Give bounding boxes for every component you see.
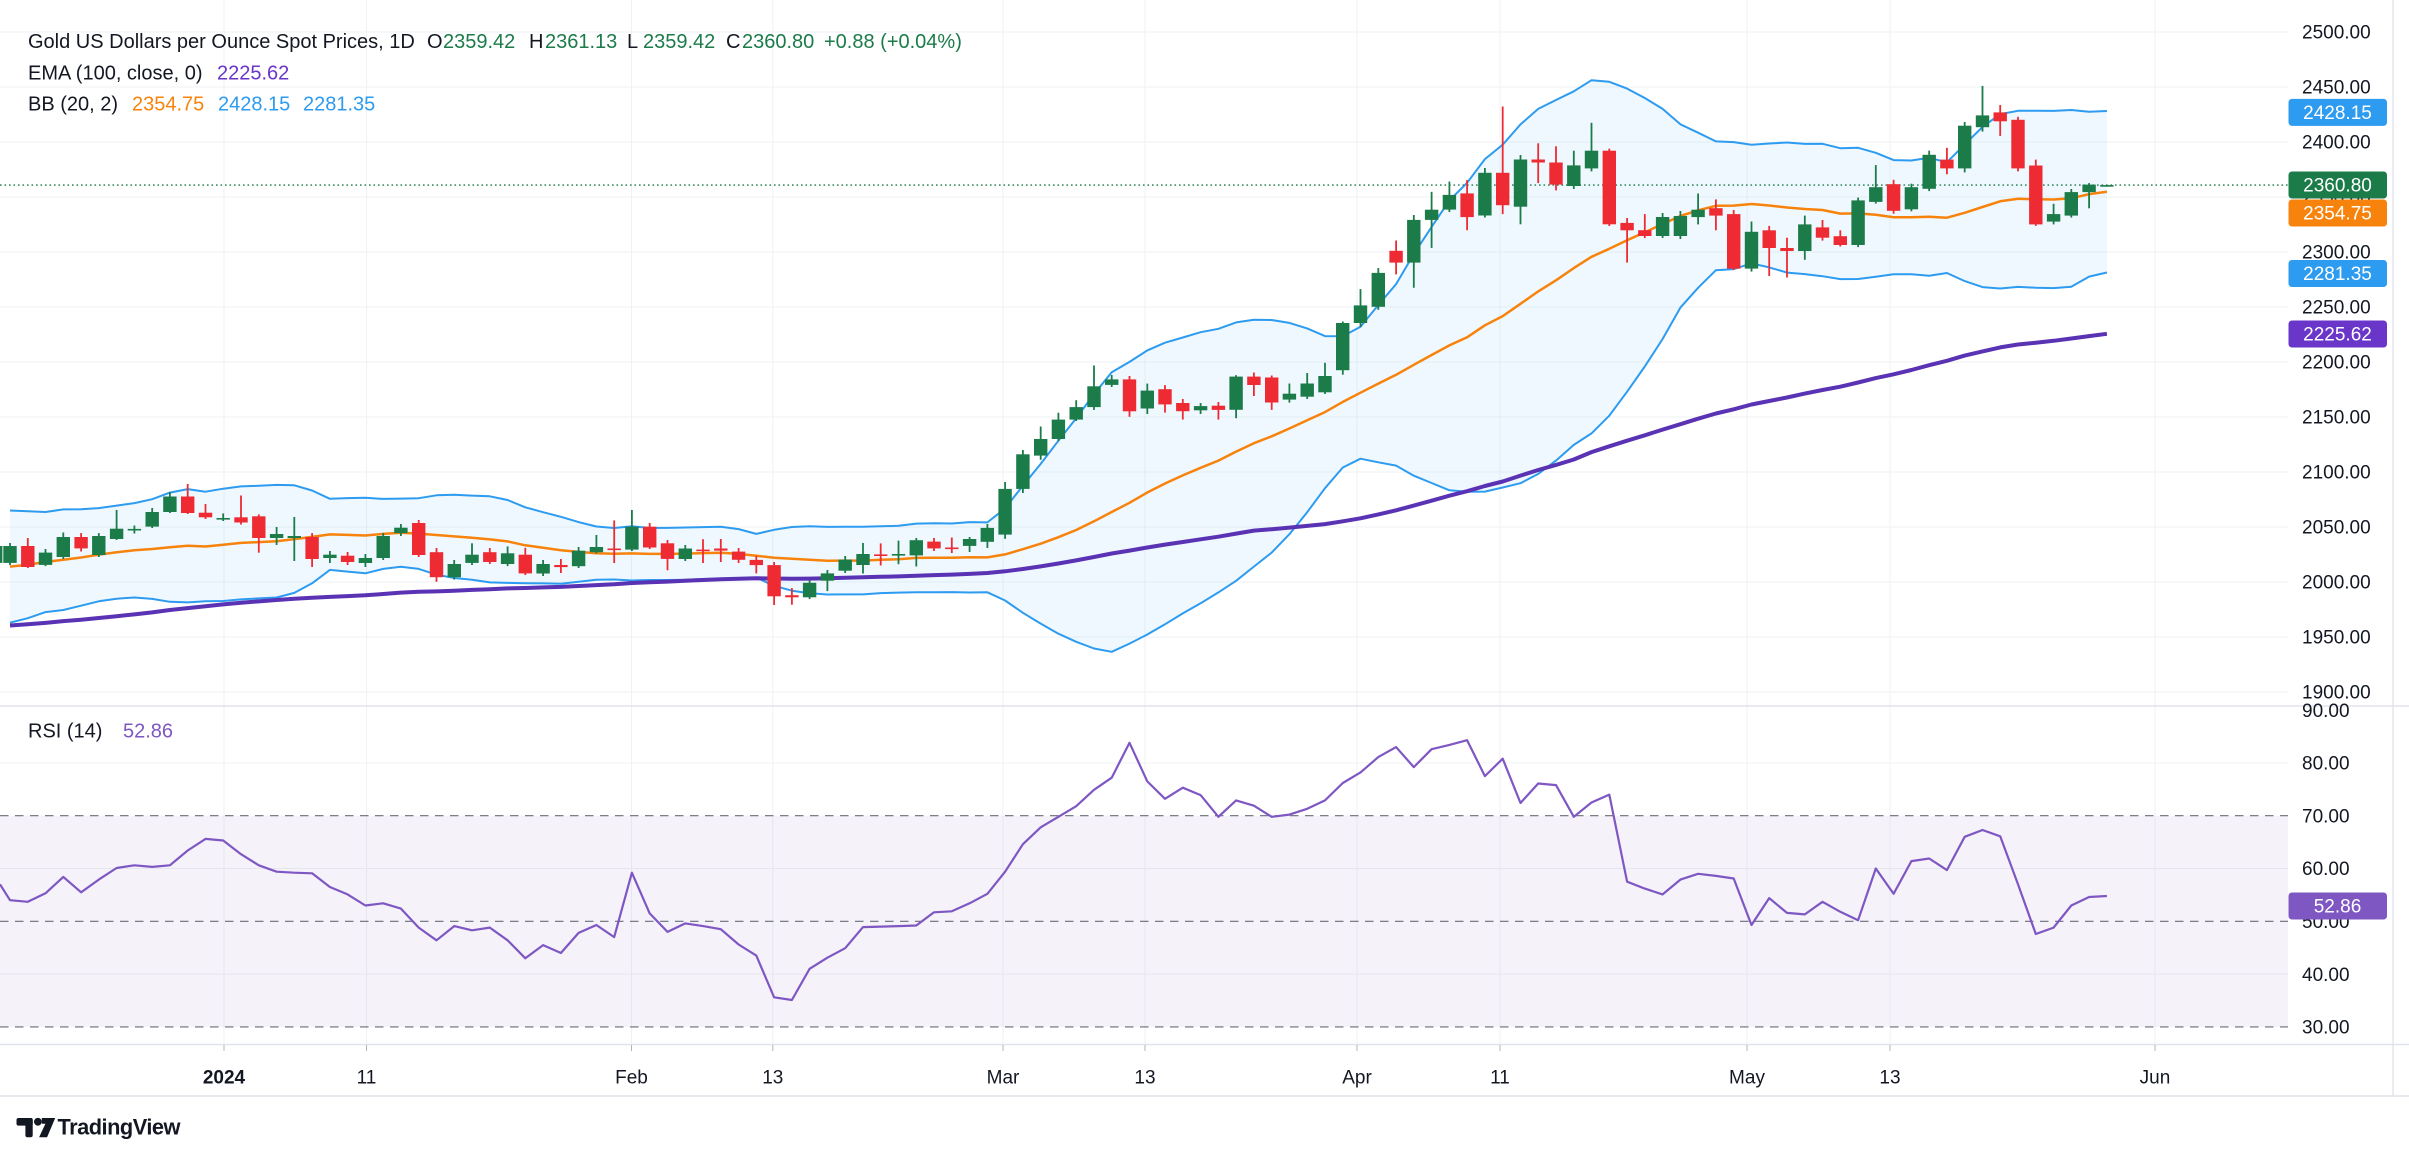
svg-text:Feb: Feb [615,1068,648,1089]
svg-text:70.00: 70.00 [2302,806,2350,827]
svg-text:2225.62: 2225.62 [217,62,289,84]
svg-text:2428.15: 2428.15 [2303,103,2372,124]
svg-text:40.00: 40.00 [2302,965,2350,986]
svg-text:2225.62: 2225.62 [2303,325,2372,346]
svg-text:1900.00: 1900.00 [2302,683,2371,704]
svg-text:2359.42: 2359.42 [643,31,715,53]
svg-text:Apr: Apr [1342,1068,1372,1089]
svg-text:11: 11 [1490,1068,1510,1089]
svg-text:2150.00: 2150.00 [2302,408,2371,429]
svg-text:2050.00: 2050.00 [2302,518,2371,539]
svg-text:2450.00: 2450.00 [2302,78,2371,99]
svg-text:EMA (100, close, 0): EMA (100, close, 0) [28,62,203,84]
svg-text:2360.80: 2360.80 [2303,176,2372,197]
svg-text:13: 13 [1879,1068,1900,1089]
svg-text:Gold US Dollars per Ounce Spot: Gold US Dollars per Ounce Spot Prices, 1… [28,31,415,53]
svg-text:RSI (14): RSI (14) [28,721,102,743]
svg-text:Jun: Jun [2140,1068,2171,1089]
svg-text:13: 13 [762,1068,783,1089]
svg-text:Mar: Mar [987,1068,1020,1089]
svg-text:2200.00: 2200.00 [2302,353,2371,374]
svg-text:2300.00: 2300.00 [2302,243,2371,264]
svg-text:H: H [529,31,543,53]
svg-text:May: May [1729,1068,1765,1089]
svg-text:2024: 2024 [203,1068,246,1089]
svg-text:52.86: 52.86 [123,721,173,743]
svg-text:30.00: 30.00 [2302,1018,2350,1039]
svg-text:80.00: 80.00 [2302,754,2350,775]
svg-text:2354.75: 2354.75 [132,93,204,115]
svg-text:52.86: 52.86 [2314,897,2362,918]
svg-text:2354.75: 2354.75 [2303,204,2372,225]
svg-text:2281.35: 2281.35 [2303,264,2372,285]
svg-text:2428.15: 2428.15 [218,93,290,115]
svg-text:2000.00: 2000.00 [2302,573,2371,594]
svg-text:2361.13: 2361.13 [545,31,617,53]
svg-text:O: O [427,31,443,53]
svg-text:2500.00: 2500.00 [2302,23,2371,44]
svg-text:BB (20, 2): BB (20, 2) [28,93,118,115]
svg-text:2360.80: 2360.80 [742,31,814,53]
svg-text:11: 11 [357,1068,377,1089]
svg-text:1950.00: 1950.00 [2302,628,2371,649]
svg-text:2100.00: 2100.00 [2302,463,2371,484]
svg-text:2281.35: 2281.35 [303,93,375,115]
svg-text:90.00: 90.00 [2302,701,2350,722]
svg-text:2250.00: 2250.00 [2302,298,2371,319]
svg-text:+0.88 (+0.04%): +0.88 (+0.04%) [824,31,962,53]
svg-text:L: L [627,31,638,53]
svg-text:C: C [726,31,740,53]
svg-text:TradingView: TradingView [58,1115,181,1140]
svg-text:2359.42: 2359.42 [443,31,515,53]
svg-text:60.00: 60.00 [2302,859,2350,880]
svg-text:2400.00: 2400.00 [2302,133,2371,154]
svg-text:13: 13 [1134,1068,1155,1089]
